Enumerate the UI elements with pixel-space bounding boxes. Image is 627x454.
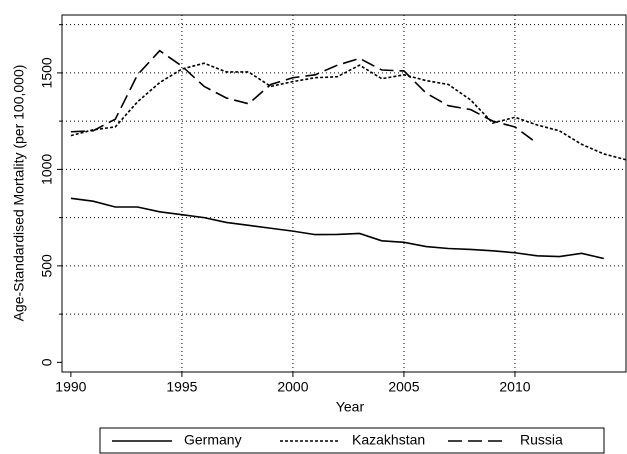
legend-label: Russia (520, 432, 563, 448)
x-tick-label: 1990 (55, 379, 86, 395)
x-tick-label: 2010 (499, 379, 530, 395)
legend-label: Kazakhstan (352, 432, 425, 448)
y-tick-label: 0 (39, 358, 55, 366)
x-tick-label: 1995 (166, 379, 197, 395)
x-tick-label: 2005 (388, 379, 419, 395)
series-line (70, 49, 538, 144)
plot-frame (61, 14, 627, 373)
legend-label: Germany (184, 432, 242, 448)
y-tick-label: 1500 (39, 57, 55, 88)
y-tick-label: 1000 (39, 154, 55, 185)
series-line (70, 197, 604, 260)
x-axis-label: Year (336, 399, 365, 415)
legend (99, 427, 605, 454)
y-tick-label: 500 (39, 254, 55, 278)
series-line (70, 62, 627, 161)
x-tick-label: 2000 (277, 379, 308, 395)
y-axis-label: Age-Standardised Mortality (per 100,000) (11, 65, 27, 322)
